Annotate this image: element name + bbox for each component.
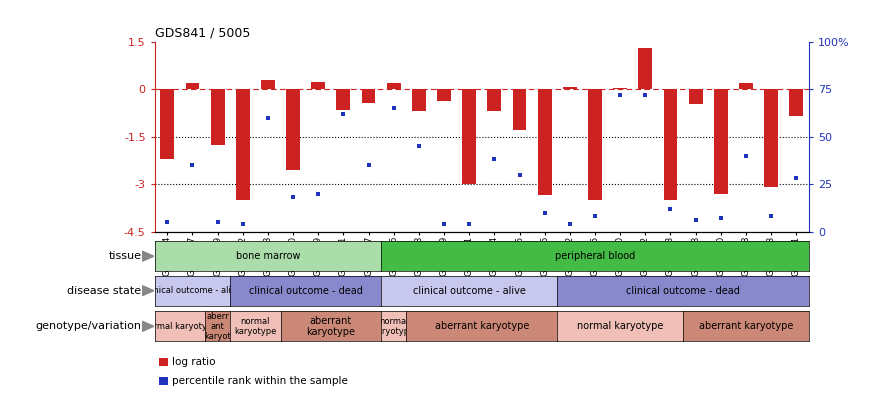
Polygon shape — [142, 251, 154, 261]
Bar — [714, 89, 728, 194]
Bar — [764, 89, 778, 187]
Text: peripheral blood: peripheral blood — [555, 251, 635, 261]
Bar — [789, 89, 804, 116]
Text: normal karyotype: normal karyotype — [142, 322, 217, 331]
Text: percentile rank within the sample: percentile rank within the sample — [172, 376, 348, 386]
Text: aberrant karyotype: aberrant karyotype — [435, 321, 529, 331]
Bar — [613, 88, 627, 89]
Bar — [311, 82, 325, 89]
Bar — [437, 89, 451, 101]
Bar — [236, 89, 249, 200]
Text: disease state: disease state — [67, 286, 141, 296]
Text: normal
karyotype: normal karyotype — [372, 317, 415, 336]
Text: aberrant karyotype: aberrant karyotype — [698, 321, 793, 331]
Text: normal
karyotype: normal karyotype — [234, 317, 277, 336]
Bar — [513, 89, 527, 129]
Bar — [387, 84, 400, 89]
Bar — [638, 48, 652, 89]
Bar — [487, 89, 501, 111]
Polygon shape — [142, 321, 154, 331]
Bar — [261, 80, 275, 89]
Bar — [362, 89, 376, 103]
Bar — [689, 89, 703, 104]
Text: bone marrow: bone marrow — [236, 251, 301, 261]
Bar — [286, 89, 300, 170]
Bar — [462, 89, 476, 184]
Bar — [664, 89, 677, 200]
Text: tissue: tissue — [109, 251, 141, 261]
Text: clinical outcome - alive: clinical outcome - alive — [413, 286, 526, 296]
Bar — [160, 89, 174, 159]
Text: aberrant
karyotype: aberrant karyotype — [307, 316, 355, 337]
Text: clinical outcome - dead: clinical outcome - dead — [626, 286, 740, 296]
Text: clinical outcome - dead: clinical outcome - dead — [248, 286, 362, 296]
Bar — [186, 84, 200, 89]
Text: clinical outcome - alive: clinical outcome - alive — [144, 286, 241, 295]
Text: genotype/variation: genotype/variation — [35, 321, 141, 331]
Bar — [210, 89, 225, 145]
Bar — [563, 87, 576, 89]
Text: normal karyotype: normal karyotype — [577, 321, 663, 331]
Text: GDS841 / 5005: GDS841 / 5005 — [155, 27, 250, 40]
Bar — [537, 89, 552, 195]
Bar — [337, 89, 350, 110]
Bar — [588, 89, 602, 200]
Bar — [739, 84, 753, 89]
Text: aberr
ant
karyot: aberr ant karyot — [204, 312, 231, 341]
Polygon shape — [142, 286, 154, 296]
Text: log ratio: log ratio — [172, 357, 216, 367]
Bar — [412, 89, 426, 111]
